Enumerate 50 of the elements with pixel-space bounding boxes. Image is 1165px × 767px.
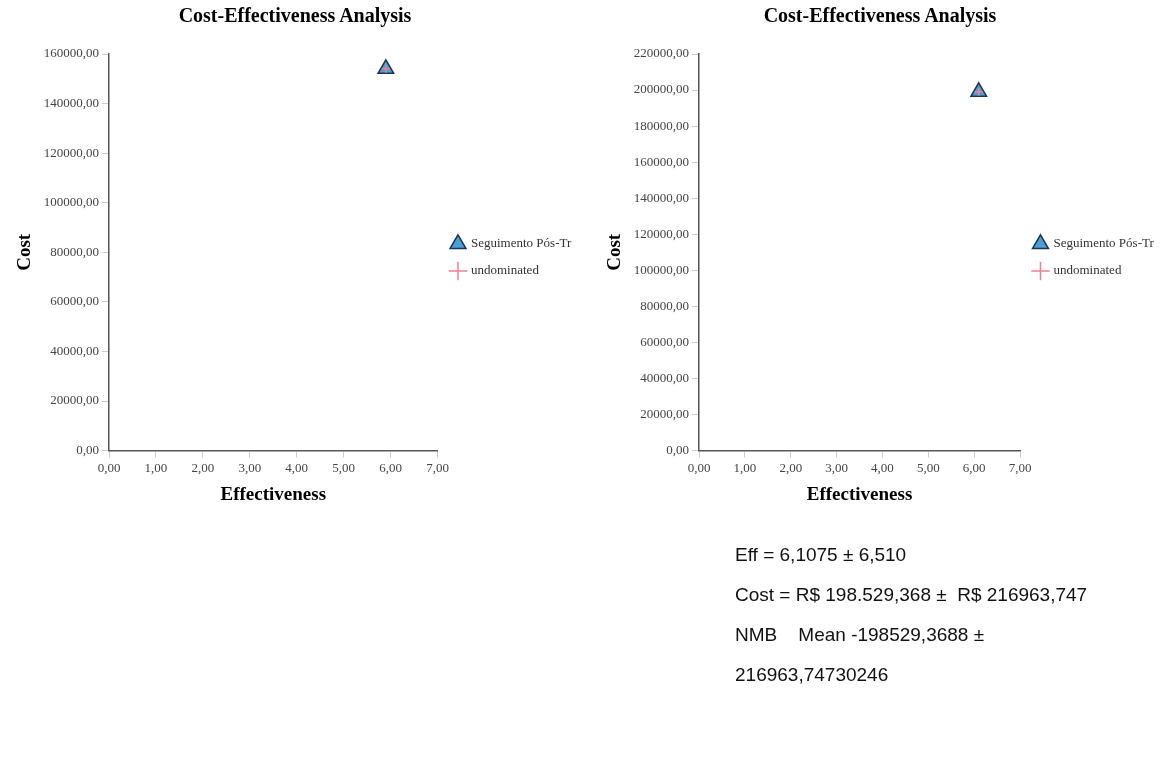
y-tick-label: 80000,00 bbox=[50, 243, 100, 259]
x-tick-label: 0,00 bbox=[97, 459, 121, 475]
x-tick-label: 5,00 bbox=[916, 459, 940, 475]
y-tick-label: 120000,00 bbox=[43, 144, 100, 160]
x-tick-label: 6,00 bbox=[962, 459, 986, 475]
y-tick-label: 160000,00 bbox=[633, 153, 690, 169]
x-tick-label: 3,00 bbox=[238, 459, 262, 475]
y-tick-label: 40000,00 bbox=[640, 369, 690, 385]
y-tick-label: 200000,00 bbox=[633, 81, 690, 97]
x-tick-label: 2,00 bbox=[779, 459, 803, 475]
y-tick-label: 180000,00 bbox=[633, 117, 690, 133]
legend-label: undominated bbox=[1053, 262, 1122, 278]
x-tick-label: 1,00 bbox=[733, 459, 757, 475]
text: Eff = 6,1075 ± 6,510 bbox=[735, 543, 908, 567]
legend-label: Seguimento Pós-Tr bbox=[1053, 235, 1155, 251]
x-tick-label: 0,00 bbox=[687, 459, 711, 475]
y-tick-label: 20000,00 bbox=[50, 392, 100, 408]
x-tick-label: 7,00 bbox=[426, 459, 449, 475]
x-tick-label: 3,00 bbox=[825, 459, 848, 475]
y-tick-label: 100000,00 bbox=[43, 194, 100, 210]
y-tick-label: 100000,00 bbox=[633, 261, 690, 277]
y-tick-label: 140000,00 bbox=[633, 189, 690, 205]
y-tick-label: 160000,00 bbox=[43, 45, 100, 61]
x-axis-title: Effectiveness bbox=[806, 482, 913, 504]
y-tick-label: 120000,00 bbox=[633, 225, 690, 241]
y-tick-label: 80000,00 bbox=[640, 297, 690, 313]
x-tick-label: 2,00 bbox=[191, 459, 215, 475]
y-tick-label: 40000,00 bbox=[50, 342, 100, 358]
text: NMB Mean -198529,3688 ± 216963,74730246 bbox=[735, 623, 986, 687]
x-tick-label: 4,00 bbox=[285, 459, 309, 475]
text: Cost = R$ 198.529,368 ± R$ 216963,747 bbox=[735, 583, 1089, 607]
y-tick-label: 0,00 bbox=[76, 442, 100, 458]
x-tick-label: 6,00 bbox=[379, 459, 402, 475]
chart-title: Cost-Effectiveness Analysis bbox=[763, 4, 997, 28]
chart-title: Cost-Effectiveness Analysis bbox=[178, 4, 412, 28]
legend-label: undominated bbox=[471, 262, 540, 278]
y-tick-label: 60000,00 bbox=[50, 293, 100, 309]
y-axis-title: Cost bbox=[603, 233, 625, 271]
y-tick-label: 140000,00 bbox=[43, 95, 100, 110]
y-tick-label: 220000,00 bbox=[633, 45, 690, 61]
legend-label: Seguimento Pós-Tr bbox=[471, 235, 572, 251]
x-tick-label: 7,00 bbox=[1008, 459, 1032, 475]
x-tick-label: 5,00 bbox=[332, 459, 356, 475]
x-tick-label: 4,00 bbox=[871, 459, 894, 475]
x-tick-label: 1,00 bbox=[144, 459, 168, 475]
y-tick-label: 20000,00 bbox=[640, 405, 690, 421]
y-tick-label: 0,00 bbox=[666, 442, 690, 458]
y-axis-title: Cost bbox=[13, 233, 35, 271]
y-tick-label: 60000,00 bbox=[640, 333, 690, 349]
x-axis-title: Effectiveness bbox=[220, 482, 327, 504]
